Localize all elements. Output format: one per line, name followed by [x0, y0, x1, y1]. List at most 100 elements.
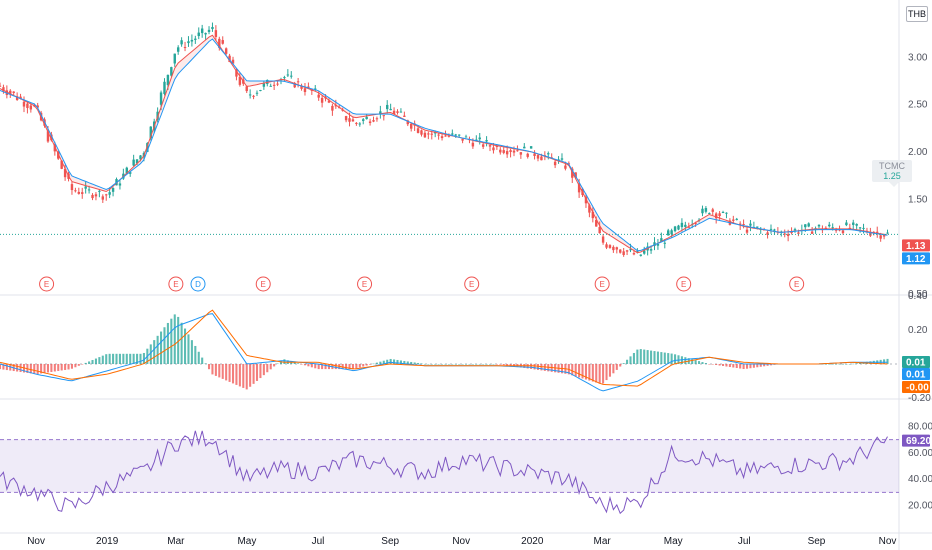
rsi-tick-label: 20.00 — [908, 501, 932, 512]
last-close-badge: 1.13 — [906, 241, 926, 252]
candle-body — [433, 132, 437, 134]
macd-histogram-bar — [437, 364, 440, 365]
macd-histogram-bar — [184, 328, 187, 364]
candle-body — [862, 227, 865, 229]
macd-histogram-bar — [50, 364, 53, 372]
candle-body — [81, 192, 84, 194]
candle-body — [845, 222, 848, 226]
candle-body — [687, 226, 690, 228]
candle-body — [824, 227, 828, 229]
macd-histogram-bar — [667, 353, 670, 364]
candle-body — [660, 238, 663, 242]
rsi-tick-label: 80.00 — [908, 421, 932, 432]
macd-histogram-bar — [386, 359, 389, 364]
macd-histogram-bar — [650, 350, 653, 364]
ma-value-badge: 1.12 — [906, 254, 926, 265]
candle-body — [879, 235, 882, 239]
macd-histogram-bar — [769, 364, 773, 366]
dividend-marker — [190, 276, 206, 292]
candle-body — [403, 115, 406, 117]
macd-histogram-bar — [153, 340, 156, 364]
macd-histogram-bar — [536, 364, 540, 370]
candle-body — [36, 105, 39, 108]
candle-body — [810, 231, 814, 234]
candle-body — [190, 39, 194, 42]
rsi-line — [0, 430, 888, 515]
macd-histogram-bar — [324, 364, 327, 370]
candle-body — [588, 205, 591, 213]
macd-histogram-bar — [5, 364, 8, 371]
event-marker-label: E — [261, 280, 266, 289]
candle-body — [680, 222, 684, 228]
macd-histogram-bar — [835, 364, 838, 365]
macd-histogram-bar — [406, 361, 409, 364]
macd-histogram-bar — [831, 364, 834, 365]
macd-histogram-bar — [845, 364, 848, 365]
candle-body — [577, 183, 581, 193]
macd-histogram-bar — [711, 364, 714, 365]
candle-body — [649, 249, 653, 251]
candle-body — [790, 231, 793, 233]
earnings-marker — [789, 276, 805, 292]
macd-histogram-bar — [303, 364, 307, 366]
candle-body — [704, 208, 708, 212]
price-tick-label: 0.50 — [908, 289, 928, 300]
macd-hist-badge-bg — [902, 356, 930, 368]
time-axis[interactable]: Nov 2019 Mar May Jul Sep Nov 2020 Mar May Jul Sep No… — [27, 536, 896, 547]
macd-histogram-bar — [725, 364, 728, 367]
macd-histogram-bar — [499, 364, 502, 365]
macd-histogram-bar — [310, 364, 313, 368]
macd-histogram-bar — [653, 351, 656, 364]
macd-histogram-bar — [276, 363, 279, 365]
candle-body — [300, 85, 303, 89]
candle-body — [176, 47, 180, 52]
candle-body — [29, 105, 33, 110]
candle-body — [457, 134, 461, 136]
candle-body — [595, 219, 598, 227]
candle-body — [409, 123, 413, 129]
macd-histogram-bar — [427, 364, 430, 365]
candle-body — [745, 229, 749, 233]
candle-body — [63, 168, 67, 178]
rsi-value-badge: 69.20 — [906, 436, 931, 447]
macd-histogram-bar — [249, 364, 252, 387]
candle-body — [673, 226, 677, 232]
macd-histogram-bar — [372, 363, 375, 365]
macd-histogram-bar — [180, 322, 183, 364]
candle-body — [786, 234, 790, 237]
macd-histogram-bar — [698, 361, 701, 364]
macd-histogram-bar — [848, 364, 851, 365]
macd-histogram-bar — [684, 357, 687, 364]
macd-histogram-bar — [441, 364, 444, 365]
macd-histogram-bar — [214, 364, 217, 376]
macd-histogram-bar — [434, 364, 437, 365]
rsi-tick-label: 40.00 — [908, 474, 932, 485]
macd-histogram-bar — [841, 364, 845, 365]
macd-histogram-bar — [506, 364, 509, 366]
time-tick-label: Mar — [594, 536, 612, 547]
macd-histogram-bar — [105, 354, 108, 364]
earnings-marker — [464, 276, 480, 292]
candle-body — [855, 223, 858, 226]
candle-body — [447, 135, 451, 137]
macd-histogram-bar — [201, 357, 204, 364]
candle-body — [272, 84, 276, 86]
macd-histogram-bar — [533, 364, 536, 370]
macd-histogram-bar — [197, 351, 200, 364]
candle-body — [547, 153, 550, 155]
candle-body — [375, 118, 379, 120]
macd-histogram-bar — [626, 359, 629, 364]
currency-label[interactable]: THB — [906, 6, 928, 22]
candle-body — [2, 87, 5, 91]
time-tick-label: Jul — [738, 536, 751, 547]
candle-body — [252, 95, 255, 97]
macd-histogram-bar — [108, 353, 111, 364]
event-marker-label: E — [599, 280, 604, 289]
event-marker-label: E — [173, 280, 178, 289]
candle-body — [512, 150, 516, 153]
macd-histogram — [0, 314, 899, 390]
macd-histogram-bar — [475, 364, 478, 365]
macd-histogram-bar — [43, 364, 46, 373]
macd-histogram-bar — [393, 359, 396, 364]
